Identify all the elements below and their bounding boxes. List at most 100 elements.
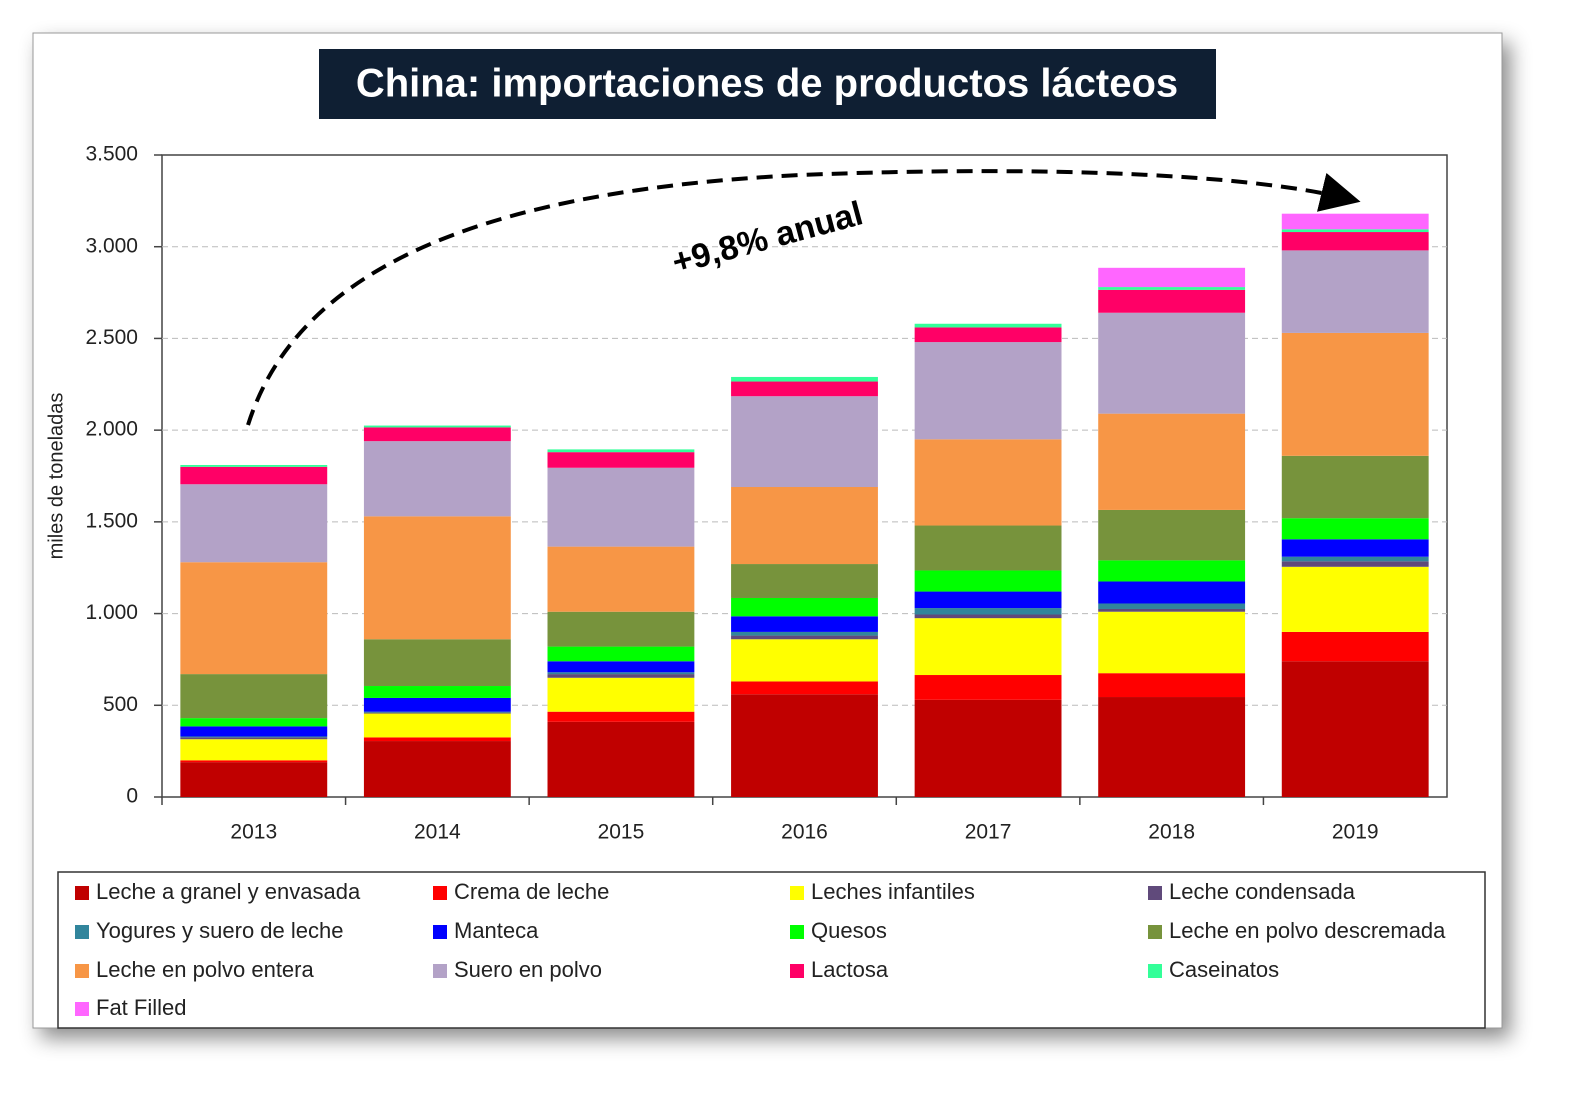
bar-segment xyxy=(1281,213,1429,230)
bar-segment xyxy=(363,741,511,797)
legend-label: Leche en polvo descremada xyxy=(1169,918,1446,943)
bar-segment xyxy=(731,694,878,797)
legend-label: Fat Filled xyxy=(96,995,186,1020)
legend-swatch xyxy=(75,886,89,900)
bar-segment xyxy=(914,591,1062,609)
bar-segment xyxy=(180,466,328,485)
bar-segment xyxy=(1098,413,1246,510)
bar-segment xyxy=(180,562,328,675)
bar-segment xyxy=(1281,332,1429,456)
bar-segment xyxy=(731,631,878,636)
x-tick-label: 2016 xyxy=(781,821,828,844)
bar-segment xyxy=(1281,232,1429,251)
bar-segment xyxy=(914,570,1062,592)
bar-segment xyxy=(547,467,695,547)
legend-label: Quesos xyxy=(811,918,887,943)
legend-swatch xyxy=(790,886,804,900)
legend-label: Suero en polvo xyxy=(454,957,602,982)
bar-segment xyxy=(731,597,878,617)
legend-label: Caseinatos xyxy=(1169,957,1279,982)
bar-segment xyxy=(1098,560,1246,582)
bar-segment xyxy=(1281,518,1429,540)
trend-arrow xyxy=(246,169,1361,426)
bar-segment xyxy=(547,674,695,678)
bar-segment xyxy=(1098,267,1246,288)
bar-segment xyxy=(1281,561,1429,567)
bar-segment xyxy=(180,737,328,740)
bar-segment xyxy=(180,484,328,563)
bar-segment xyxy=(914,675,1062,700)
bar-segment xyxy=(731,487,878,565)
bar-segment xyxy=(180,718,328,727)
bar-segment xyxy=(180,464,328,467)
bar-segment xyxy=(731,396,878,488)
bar-segment xyxy=(1098,287,1246,290)
bar-segment xyxy=(1281,455,1429,519)
bar-segment xyxy=(731,381,878,397)
legend-swatch xyxy=(1148,964,1162,978)
y-tick-label: 1.000 xyxy=(85,601,138,624)
bar-segment xyxy=(1098,509,1246,561)
bar-segment xyxy=(1281,556,1429,562)
bar-segment xyxy=(363,737,511,742)
bar-segment xyxy=(547,452,695,468)
bar-segment xyxy=(363,516,511,640)
legend-swatch xyxy=(1148,886,1162,900)
bar-segment xyxy=(547,677,695,712)
bar-segment xyxy=(1098,312,1246,414)
x-tick-label: 2013 xyxy=(230,821,277,844)
title-box xyxy=(319,49,1216,119)
x-tick-label: 2015 xyxy=(598,821,645,844)
bar-segment xyxy=(363,711,511,713)
bar-segment xyxy=(1098,673,1246,698)
legend-label: Leche a granel y envasada xyxy=(96,879,361,904)
bar-segment xyxy=(180,760,328,763)
bar-segment xyxy=(1281,631,1429,662)
legend-swatch xyxy=(433,925,447,939)
bar-segment xyxy=(180,739,328,761)
bar-segment xyxy=(731,564,878,598)
bar-segment xyxy=(180,674,328,719)
bar-segment xyxy=(914,525,1062,571)
y-tick-label: 3.000 xyxy=(85,234,138,257)
bar-segment xyxy=(1098,289,1246,313)
bar-segment xyxy=(363,697,511,712)
bar-segment xyxy=(363,427,511,442)
y-tick-label: 500 xyxy=(103,693,138,716)
bar-segment xyxy=(914,327,1062,343)
legend-swatch xyxy=(75,1002,89,1016)
bar-segment xyxy=(1098,603,1246,609)
bar-segment xyxy=(731,681,878,695)
bar-segment xyxy=(1281,250,1429,333)
bar-segment xyxy=(1098,581,1246,604)
bar-segment xyxy=(731,376,878,382)
bar-segment xyxy=(1281,661,1429,797)
bar-segment xyxy=(363,712,511,714)
legend-label: Leche en polvo entera xyxy=(96,957,314,982)
bar-segment xyxy=(731,635,878,640)
bar-segment xyxy=(547,672,695,675)
y-tick-label: 2.000 xyxy=(85,418,138,441)
y-tick-label: 1.500 xyxy=(85,509,138,532)
bar-segment xyxy=(363,713,511,738)
bar-segment xyxy=(914,342,1062,440)
x-tick-label: 2014 xyxy=(414,821,461,844)
bar-segment xyxy=(1281,539,1429,557)
bar-segment xyxy=(180,726,328,737)
chart-title: China: importaciones de productos lácteo… xyxy=(356,62,1178,106)
bar-segment xyxy=(1098,608,1246,612)
legend-label: Lactosa xyxy=(811,957,889,982)
bar-segment xyxy=(363,441,511,517)
legend-label: Leche condensada xyxy=(1169,879,1356,904)
bar-segment xyxy=(547,611,695,647)
bar-segment xyxy=(914,439,1062,526)
bar-segment xyxy=(914,618,1062,676)
bar-segment xyxy=(1098,611,1246,674)
bar-segment xyxy=(363,639,511,687)
bar-segment xyxy=(1281,566,1429,632)
legend-swatch xyxy=(433,964,447,978)
bar-segment xyxy=(547,711,695,722)
bar-segment xyxy=(547,449,695,453)
